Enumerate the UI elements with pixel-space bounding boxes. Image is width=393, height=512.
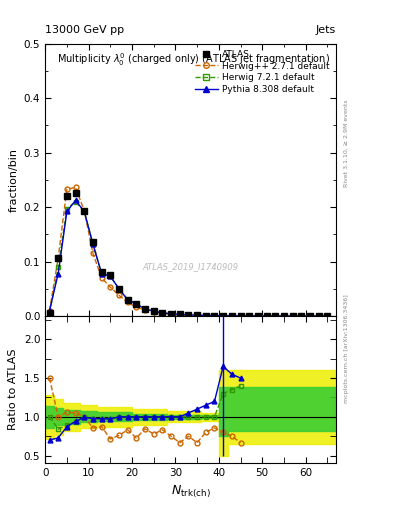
Legend: ATLAS, Herwig++ 2.7.1 default, Herwig 7.2.1 default, Pythia 8.308 default: ATLAS, Herwig++ 2.7.1 default, Herwig 7.… bbox=[193, 48, 332, 96]
Text: Rivet 3.1.10, ≥ 2.9M events: Rivet 3.1.10, ≥ 2.9M events bbox=[344, 99, 349, 187]
Y-axis label: fraction/bin: fraction/bin bbox=[8, 148, 18, 212]
Text: ATLAS_2019_I1740909: ATLAS_2019_I1740909 bbox=[143, 263, 239, 271]
Text: mcplots.cern.ch [arXiv:1306.3436]: mcplots.cern.ch [arXiv:1306.3436] bbox=[344, 294, 349, 402]
Text: 13000 GeV pp: 13000 GeV pp bbox=[45, 26, 124, 35]
Text: Jets: Jets bbox=[316, 26, 336, 35]
Y-axis label: Ratio to ATLAS: Ratio to ATLAS bbox=[8, 349, 18, 431]
Text: Multiplicity $\lambda_0^0$ (charged only) (ATLAS jet fragmentation): Multiplicity $\lambda_0^0$ (charged only… bbox=[57, 52, 330, 69]
X-axis label: $N_{\mathrm{trk(ch)}}$: $N_{\mathrm{trk(ch)}}$ bbox=[171, 484, 211, 500]
